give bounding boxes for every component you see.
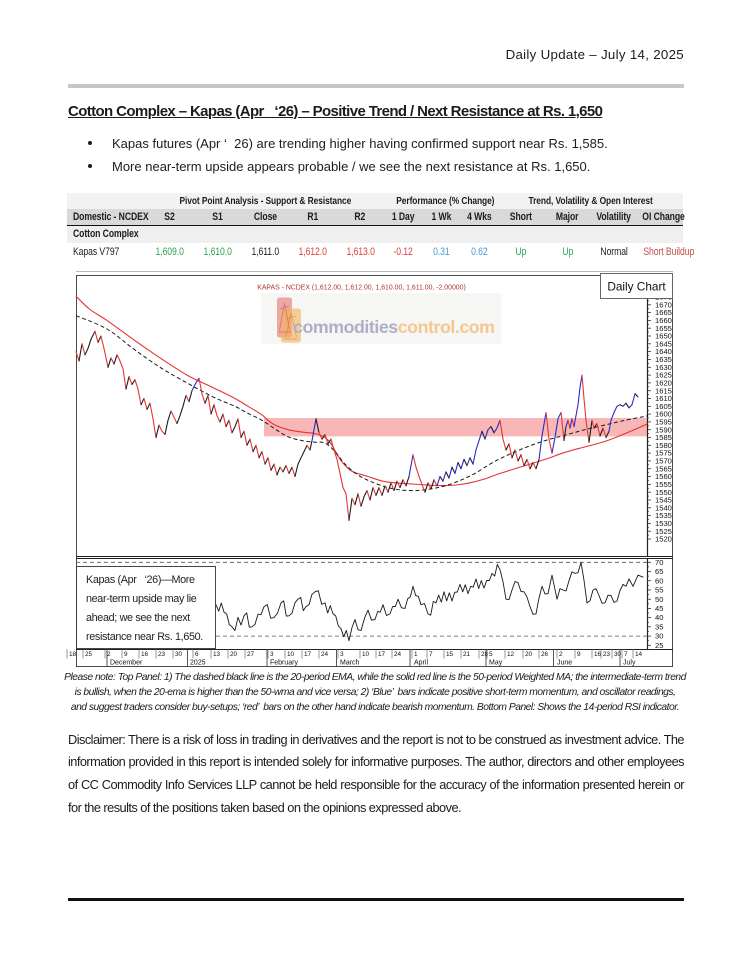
svg-text:April: April bbox=[414, 660, 428, 667]
svg-text:Daily Chart: Daily Chart bbox=[607, 280, 666, 294]
svg-text:50: 50 bbox=[655, 595, 663, 604]
svg-text:1585: 1585 bbox=[655, 433, 672, 442]
svg-text:1655: 1655 bbox=[655, 324, 672, 333]
svg-text:24: 24 bbox=[394, 651, 402, 658]
svg-text:24: 24 bbox=[321, 651, 329, 658]
svg-text:June: June bbox=[557, 660, 572, 667]
svg-text:60: 60 bbox=[655, 576, 663, 585]
svg-text:7: 7 bbox=[624, 651, 628, 658]
svg-text:February: February bbox=[270, 660, 299, 667]
svg-text:ahead; we see the next: ahead; we see the next bbox=[86, 612, 190, 624]
svg-text:1620: 1620 bbox=[655, 379, 672, 388]
svg-text:Kapas (Apr ‘26)—More: Kapas (Apr ‘26)—More bbox=[86, 574, 195, 586]
svg-text:9: 9 bbox=[124, 651, 128, 658]
svg-text:3: 3 bbox=[340, 651, 344, 658]
svg-text:1560: 1560 bbox=[655, 472, 672, 481]
svg-text:30: 30 bbox=[655, 632, 663, 641]
svg-text:23: 23 bbox=[603, 651, 611, 658]
svg-text:27: 27 bbox=[247, 651, 255, 658]
svg-text:1605: 1605 bbox=[655, 402, 672, 411]
svg-text:1610: 1610 bbox=[655, 394, 672, 403]
svg-text:1645: 1645 bbox=[655, 339, 672, 348]
svg-text:1640: 1640 bbox=[655, 347, 672, 356]
svg-text:10: 10 bbox=[362, 651, 370, 658]
svg-text:25: 25 bbox=[655, 641, 663, 650]
svg-text:1625: 1625 bbox=[655, 371, 672, 380]
svg-text:1590: 1590 bbox=[655, 425, 672, 434]
svg-text:2: 2 bbox=[559, 651, 563, 658]
svg-text:December: December bbox=[110, 660, 143, 667]
svg-text:45: 45 bbox=[655, 604, 663, 613]
svg-text:28: 28 bbox=[481, 651, 489, 658]
svg-text:1615: 1615 bbox=[655, 386, 672, 395]
svg-text:near-term upside may lie: near-term upside may lie bbox=[86, 593, 197, 605]
svg-text:30: 30 bbox=[614, 651, 622, 658]
svg-text:1660: 1660 bbox=[655, 316, 672, 325]
svg-text:12: 12 bbox=[507, 651, 515, 658]
svg-text:17: 17 bbox=[304, 651, 312, 658]
svg-text:1545: 1545 bbox=[655, 496, 672, 505]
svg-text:65: 65 bbox=[655, 567, 663, 576]
svg-text:1575: 1575 bbox=[655, 449, 672, 458]
svg-text:21: 21 bbox=[463, 651, 471, 658]
svg-text:18: 18 bbox=[69, 651, 77, 658]
svg-text:5: 5 bbox=[489, 651, 493, 658]
svg-text:2: 2 bbox=[107, 651, 111, 658]
svg-text:1540: 1540 bbox=[655, 503, 672, 512]
svg-text:1550: 1550 bbox=[655, 488, 672, 497]
svg-text:1525: 1525 bbox=[655, 527, 672, 536]
svg-text:13: 13 bbox=[213, 651, 221, 658]
svg-text:1630: 1630 bbox=[655, 363, 672, 372]
svg-text:35: 35 bbox=[655, 622, 663, 631]
svg-text:1650: 1650 bbox=[655, 332, 672, 341]
svg-text:May: May bbox=[489, 660, 503, 667]
svg-text:23: 23 bbox=[158, 651, 166, 658]
svg-text:9: 9 bbox=[577, 651, 581, 658]
svg-text:20: 20 bbox=[230, 651, 238, 658]
svg-text:resistance near Rs. 1,650.: resistance near Rs. 1,650. bbox=[86, 631, 203, 643]
svg-text:1535: 1535 bbox=[655, 511, 672, 520]
svg-text:1520: 1520 bbox=[655, 535, 672, 544]
svg-text:1635: 1635 bbox=[655, 355, 672, 364]
svg-text:14: 14 bbox=[635, 651, 643, 658]
svg-text:25: 25 bbox=[85, 651, 93, 658]
svg-text:26: 26 bbox=[541, 651, 549, 658]
svg-text:2025: 2025 bbox=[190, 660, 206, 667]
svg-text:15: 15 bbox=[446, 651, 454, 658]
svg-text:7: 7 bbox=[429, 651, 433, 658]
svg-text:1665: 1665 bbox=[655, 308, 672, 317]
svg-text:16: 16 bbox=[594, 651, 602, 658]
svg-text:1670: 1670 bbox=[655, 300, 672, 309]
svg-text:55: 55 bbox=[655, 586, 663, 595]
svg-text:40: 40 bbox=[655, 613, 663, 622]
svg-text:10: 10 bbox=[287, 651, 295, 658]
svg-text:1565: 1565 bbox=[655, 464, 672, 473]
svg-text:1570: 1570 bbox=[655, 457, 672, 466]
svg-text:1580: 1580 bbox=[655, 441, 672, 450]
svg-text:6: 6 bbox=[195, 651, 199, 658]
svg-text:1530: 1530 bbox=[655, 519, 672, 528]
svg-text:1595: 1595 bbox=[655, 418, 672, 427]
svg-text:1555: 1555 bbox=[655, 480, 672, 489]
svg-text:70: 70 bbox=[655, 558, 663, 567]
svg-text:March: March bbox=[340, 660, 360, 667]
svg-text:16: 16 bbox=[141, 651, 149, 658]
svg-text:20: 20 bbox=[525, 651, 533, 658]
svg-text:30: 30 bbox=[175, 651, 183, 658]
svg-text:3: 3 bbox=[270, 651, 274, 658]
svg-text:17: 17 bbox=[378, 651, 386, 658]
svg-text:1600: 1600 bbox=[655, 410, 672, 419]
svg-text:July: July bbox=[623, 660, 636, 667]
svg-text:commoditiescontrol.com: commoditiescontrol.com bbox=[293, 317, 495, 337]
svg-text:1: 1 bbox=[414, 651, 418, 658]
svg-text:KAPAS - NCDEX (1,612.00, 1,612: KAPAS - NCDEX (1,612.00, 1,612.00, 1,610… bbox=[257, 285, 466, 292]
